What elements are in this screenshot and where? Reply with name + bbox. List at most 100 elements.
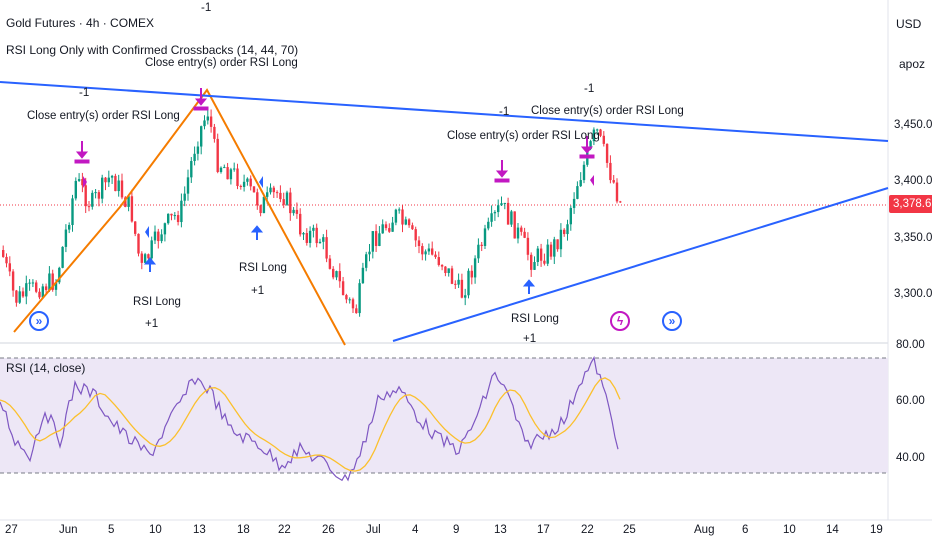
candle-body bbox=[358, 283, 361, 314]
candle-body bbox=[48, 273, 51, 291]
price-tick: 3,400.0 bbox=[894, 175, 932, 187]
rsi-title[interactable]: RSI (14, close) bbox=[6, 361, 86, 375]
user-label[interactable]: apoz bbox=[899, 57, 926, 71]
time-label: Aug bbox=[694, 524, 715, 536]
candle-body bbox=[305, 233, 308, 243]
candle-body bbox=[424, 251, 427, 255]
candle-body bbox=[457, 279, 460, 285]
candle-body bbox=[193, 153, 196, 162]
currency-label[interactable]: USD bbox=[896, 17, 922, 31]
candle-body bbox=[107, 177, 110, 183]
candle-body bbox=[427, 248, 431, 252]
candle-body bbox=[110, 175, 114, 178]
time-label: 19 bbox=[870, 524, 883, 536]
candle-body bbox=[318, 241, 322, 244]
entry-marker bbox=[522, 279, 536, 294]
candle-body bbox=[249, 178, 252, 187]
candle-body bbox=[335, 271, 338, 278]
candle-body bbox=[444, 266, 447, 274]
candle-body bbox=[470, 270, 473, 278]
last-price-tag: 3,378.6 bbox=[889, 195, 932, 213]
candle-body bbox=[25, 283, 28, 297]
candle-body bbox=[308, 230, 312, 243]
candle-body bbox=[374, 231, 378, 246]
time-label: 4 bbox=[412, 524, 419, 536]
exit-marker bbox=[494, 160, 510, 183]
candle-body bbox=[282, 199, 285, 205]
candle-body bbox=[612, 180, 615, 183]
candle-body bbox=[246, 178, 249, 182]
entry-qty-label: +1 bbox=[523, 333, 537, 342]
candle-body bbox=[173, 215, 176, 217]
time-label: 13 bbox=[494, 524, 507, 536]
candle-body bbox=[292, 209, 295, 214]
candle-body bbox=[104, 177, 107, 183]
rsi-line bbox=[0, 355, 619, 482]
rsi-ma-line bbox=[0, 377, 621, 472]
candle-body bbox=[473, 258, 477, 278]
rsi-tick: 80.00 bbox=[896, 339, 925, 351]
candle-body bbox=[183, 193, 186, 201]
candle-body bbox=[236, 168, 239, 187]
split-icon[interactable]: » bbox=[29, 311, 49, 331]
candle-body bbox=[572, 198, 576, 208]
candle-body bbox=[596, 129, 599, 131]
candle-body bbox=[216, 138, 219, 172]
candle-body bbox=[487, 221, 490, 229]
candle-body bbox=[242, 181, 246, 187]
candle-body bbox=[8, 263, 11, 272]
trade-qty-label: -1 bbox=[79, 87, 90, 99]
candle-body bbox=[97, 192, 101, 199]
candle-body bbox=[54, 282, 58, 290]
candle-body bbox=[44, 286, 48, 291]
lightning-icon[interactable]: ϟ bbox=[610, 311, 630, 331]
entry-qty-label: +1 bbox=[251, 285, 265, 297]
candle-body bbox=[384, 224, 388, 229]
candle-body bbox=[437, 257, 440, 265]
candle-body bbox=[91, 192, 94, 207]
exit-marker bbox=[579, 136, 595, 159]
candle-body bbox=[533, 261, 536, 270]
candle-body bbox=[338, 271, 341, 282]
candle-body bbox=[477, 244, 480, 259]
candle-body bbox=[490, 213, 493, 222]
candle-body bbox=[483, 228, 487, 246]
entry-qty-label: +1 bbox=[145, 318, 159, 330]
candle-body bbox=[411, 225, 414, 230]
entry-label: RSI Long bbox=[511, 313, 559, 325]
close-entry-label: Close entry(s) order RSI Long bbox=[145, 57, 298, 69]
candle-body bbox=[81, 179, 84, 186]
time-label: 9 bbox=[453, 524, 460, 536]
candle-body bbox=[259, 205, 262, 214]
time-label: 5 bbox=[108, 524, 115, 536]
candle-body bbox=[229, 169, 233, 180]
candle-body bbox=[35, 282, 38, 292]
candle-body bbox=[252, 186, 256, 193]
candle-body bbox=[450, 268, 454, 284]
candle-body bbox=[361, 267, 365, 284]
candle-body bbox=[589, 141, 592, 149]
candle-body bbox=[497, 205, 500, 213]
time-label: 17 bbox=[537, 524, 550, 536]
candle-body bbox=[523, 231, 526, 238]
entry-marker bbox=[250, 225, 264, 240]
candle-body bbox=[167, 213, 170, 224]
candle-body bbox=[262, 196, 266, 214]
candle-body bbox=[312, 227, 315, 231]
side-marker bbox=[590, 175, 594, 186]
candle-body bbox=[546, 244, 549, 264]
candle-body bbox=[186, 177, 190, 194]
lower-trendline bbox=[392, 187, 889, 342]
symbol-title: Gold Futures · 4h · COMEX bbox=[6, 16, 155, 30]
candle-body bbox=[269, 187, 272, 193]
candle-body bbox=[526, 237, 530, 255]
candle-body bbox=[11, 271, 15, 291]
candle-body bbox=[279, 192, 282, 200]
candle-body bbox=[404, 219, 407, 225]
candle-body bbox=[464, 295, 467, 298]
candle-body bbox=[467, 270, 470, 296]
split-icon[interactable]: » bbox=[662, 311, 682, 331]
candle-body bbox=[391, 222, 394, 232]
candle-body bbox=[68, 225, 71, 230]
